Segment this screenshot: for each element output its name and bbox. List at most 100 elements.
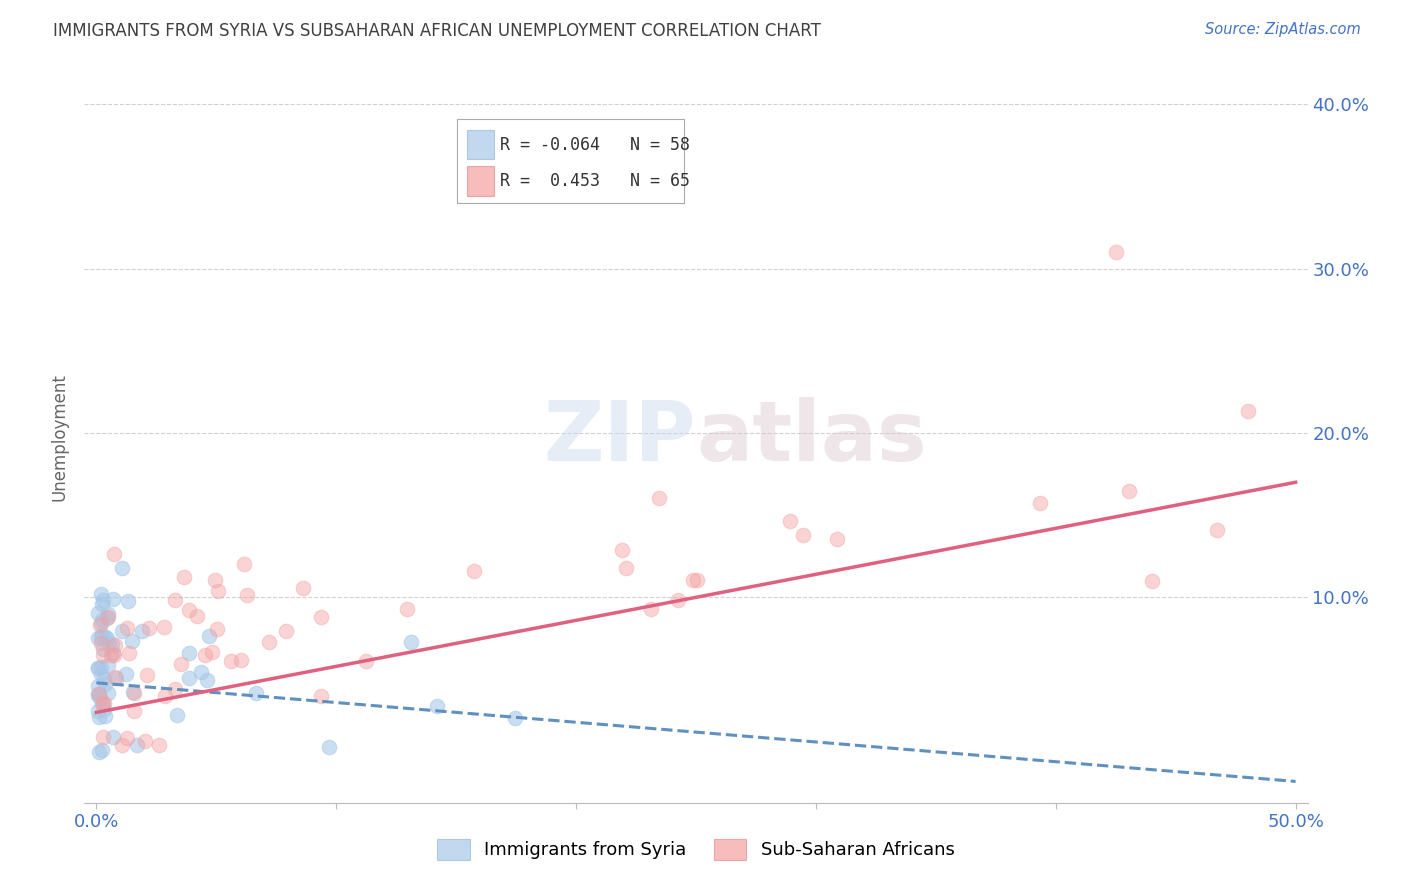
Point [138, 621, 160, 635]
Point [90, 587, 112, 601]
Point [600, 187, 623, 202]
Point [686, 574, 709, 588]
Point [177, 646, 200, 660]
Point [648, 491, 671, 505]
Point [104, 672, 127, 686]
FancyBboxPatch shape [457, 119, 683, 203]
Point [198, 629, 221, 643]
Point [1326, 426, 1348, 441]
Point [89, 687, 111, 701]
Point [115, 621, 138, 635]
Point [204, 573, 226, 587]
Point [91, 648, 114, 662]
Point [97, 610, 120, 624]
Point [124, 704, 146, 718]
Point [825, 532, 848, 546]
Point [86, 660, 108, 674]
Point [205, 623, 228, 637]
Point [177, 671, 200, 685]
Point [89, 745, 111, 759]
Point [395, 602, 418, 616]
Point [111, 561, 134, 575]
Point [111, 624, 134, 638]
Point [91, 593, 114, 607]
Point [207, 584, 229, 599]
Point [1309, 474, 1331, 488]
Point [90, 660, 112, 674]
Point [318, 739, 340, 754]
Text: Source: ZipAtlas.com: Source: ZipAtlas.com [1205, 22, 1361, 37]
Point [219, 655, 242, 669]
Point [121, 634, 143, 648]
Point [89, 710, 111, 724]
Point [134, 734, 156, 748]
Point [100, 648, 122, 663]
Point [233, 557, 256, 571]
Text: IMMIGRANTS FROM SYRIA VS SUBSAHARAN AFRICAN UNEMPLOYMENT CORRELATION CHART: IMMIGRANTS FROM SYRIA VS SUBSAHARAN AFRI… [53, 22, 821, 40]
Text: ZIP: ZIP [544, 397, 696, 477]
Point [399, 635, 422, 649]
Point [90, 666, 112, 681]
Point [236, 589, 259, 603]
Point [1105, 245, 1128, 260]
Point [97, 686, 120, 700]
Point [792, 528, 814, 542]
Point [153, 620, 176, 634]
Point [190, 665, 212, 679]
Point [1206, 523, 1229, 537]
Point [111, 739, 134, 753]
Point [354, 654, 377, 668]
Point [426, 698, 449, 713]
Point [1237, 404, 1260, 418]
Legend: Immigrants from Syria, Sub-Saharan Africans: Immigrants from Syria, Sub-Saharan Afric… [430, 831, 962, 867]
Point [170, 657, 193, 671]
Point [115, 731, 138, 745]
Point [136, 668, 159, 682]
Point [89, 618, 111, 632]
Point [131, 624, 153, 639]
Point [103, 592, 125, 607]
Point [173, 570, 195, 584]
Point [103, 648, 125, 663]
Point [177, 603, 200, 617]
Point [117, 594, 139, 608]
Point [89, 691, 111, 706]
Point [779, 514, 801, 528]
Point [309, 610, 332, 624]
Point [1118, 483, 1140, 498]
Point [93, 702, 115, 716]
Point [311, 689, 333, 703]
Point [91, 697, 114, 711]
Point [118, 646, 141, 660]
Point [90, 636, 112, 650]
Point [96, 611, 118, 625]
Point [104, 638, 127, 652]
Point [1029, 496, 1052, 510]
Point [97, 607, 120, 621]
Point [114, 667, 136, 681]
Point [257, 635, 280, 649]
Point [91, 597, 114, 611]
Point [91, 641, 114, 656]
Point [640, 602, 662, 616]
Point [100, 637, 122, 651]
Point [148, 739, 170, 753]
Text: R = -0.064   N = 58: R = -0.064 N = 58 [501, 136, 690, 153]
Point [94, 630, 117, 644]
Point [90, 616, 112, 631]
Point [93, 673, 115, 687]
Point [1140, 574, 1163, 588]
Point [86, 704, 108, 718]
Point [153, 689, 176, 703]
Point [104, 670, 127, 684]
Point [165, 682, 187, 697]
Point [122, 686, 145, 700]
Point [94, 677, 117, 691]
Point [229, 653, 252, 667]
FancyBboxPatch shape [467, 167, 494, 195]
FancyBboxPatch shape [467, 130, 494, 159]
Point [86, 688, 108, 702]
Point [103, 547, 125, 561]
Point [186, 608, 208, 623]
Y-axis label: Unemployment: Unemployment [51, 373, 69, 501]
